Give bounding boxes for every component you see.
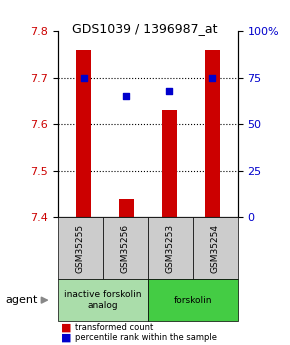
Text: ■: ■ — [61, 333, 71, 342]
Text: GSM35253: GSM35253 — [166, 224, 175, 273]
Text: ■: ■ — [61, 323, 71, 333]
Bar — [205, 50, 220, 217]
Text: agent: agent — [6, 295, 38, 305]
Point — [210, 75, 214, 80]
Point — [124, 93, 129, 99]
Text: GSM35254: GSM35254 — [211, 224, 220, 273]
Bar — [76, 50, 91, 217]
Text: forskolin: forskolin — [174, 296, 212, 305]
Point — [167, 88, 172, 93]
Text: inactive forskolin
analog: inactive forskolin analog — [64, 290, 142, 310]
Bar — [162, 110, 177, 217]
Text: GSM35256: GSM35256 — [121, 224, 130, 273]
Text: percentile rank within the sample: percentile rank within the sample — [75, 333, 218, 342]
Bar — [119, 199, 134, 217]
Point — [81, 75, 86, 80]
Text: GSM35255: GSM35255 — [76, 224, 85, 273]
Text: GDS1039 / 1396987_at: GDS1039 / 1396987_at — [72, 22, 218, 36]
Text: transformed count: transformed count — [75, 323, 154, 332]
